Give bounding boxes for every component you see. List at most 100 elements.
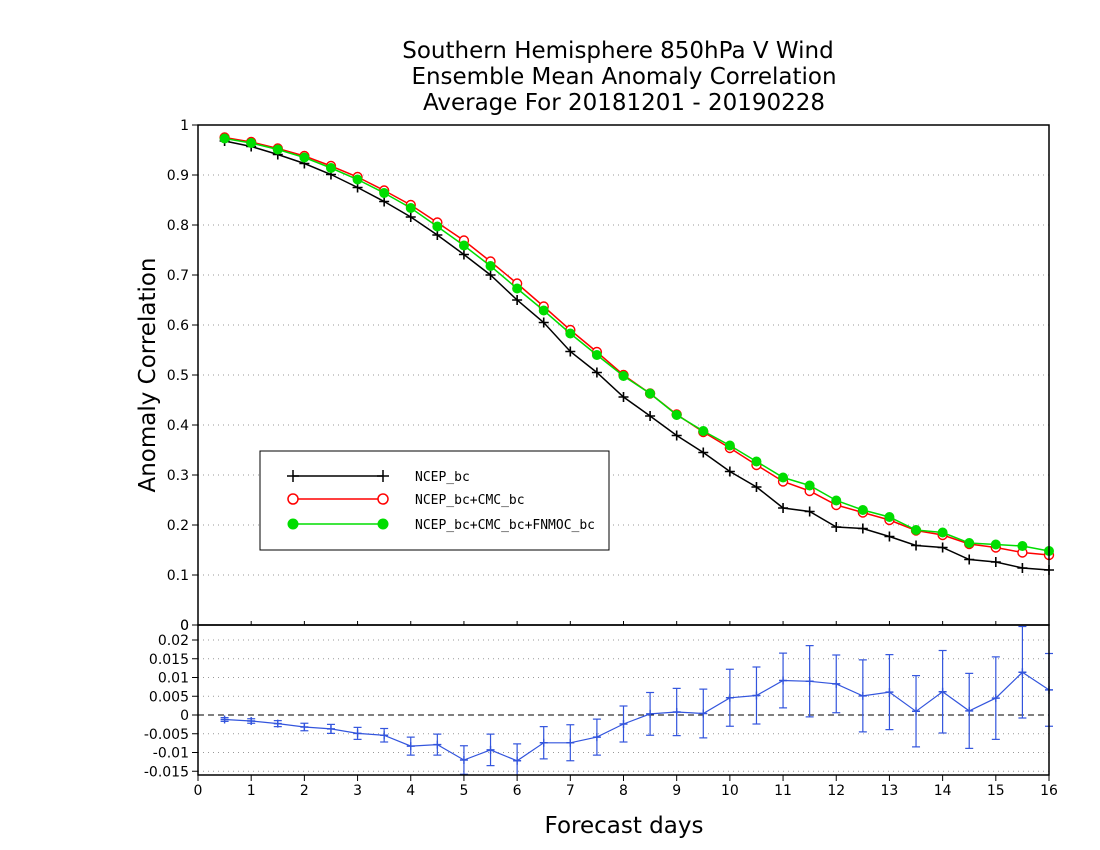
y-tick-label: 0.02 [158,633,189,649]
y-tick-label: 0.1 [167,568,189,584]
legend-marker-open-circle [377,493,389,505]
filled-circle-marker [405,203,416,213]
y-axis-label: Anomaly Correlation [135,257,161,492]
plus-marker [857,523,868,534]
plus-marker [566,738,575,747]
plus-marker [406,742,415,751]
y-tick-label: 0.005 [149,689,189,705]
y-tick-label: 0.015 [149,652,189,668]
x-tick-label: 6 [513,783,522,799]
plus-marker [433,740,442,749]
plus-marker [778,503,789,513]
x-tick-label: 7 [566,783,575,799]
x-tick-label: 1 [247,783,256,799]
filled-circle-marker [911,525,922,535]
filled-circle-marker [458,240,469,251]
plus-marker [779,676,788,685]
filled-circle-marker [778,472,789,483]
filled-circle-marker [299,152,310,163]
y-tick-label: 0.3 [167,468,189,484]
title-line-2: Ensemble Mean Anomaly Correlation [411,64,836,90]
plus-marker [591,367,602,378]
difference-line [224,671,1050,762]
title-line-1: Southern Hemisphere 850hPa V Wind [402,38,833,64]
plus-marker [618,392,629,402]
legend-marker-plus [287,470,389,482]
plus-marker [964,554,975,565]
plus-marker [379,196,390,207]
plus-marker [1017,563,1028,573]
plus-marker [990,557,1001,567]
filled-circle-marker [512,283,523,294]
plus-marker [832,679,841,688]
legend-item-ncep-cmc-fnmoc: NCEP_bc+CMC_bc+FNMOC_bc [287,518,595,533]
plus-marker [485,270,496,280]
plus-marker [1018,668,1027,677]
plus-marker [353,729,362,738]
plus-marker [247,717,256,725]
plus-marker [513,756,522,765]
x-tick-label: 3 [353,783,362,799]
filled-circle-marker [352,174,363,185]
plus-marker [937,542,948,553]
x-tick-label: 12 [827,783,845,799]
legend-marker-open-circle [287,493,299,505]
legend-marker-filled-circle [377,518,389,530]
legend-box [259,450,610,551]
legend: NCEP_bc NCEP_bc+CMC_bc NCEP_bc+CMC_bc+FN… [259,450,610,551]
x-tick-label: 2 [300,783,309,799]
y-tick-label: 0.4 [167,418,189,434]
filled-circle-marker [379,188,390,198]
filled-circle-marker [565,328,576,339]
legend-marker-filled-circle [287,518,299,530]
x-tick-label: 9 [672,783,681,799]
legend-item-ncep: NCEP_bc [287,470,470,485]
plus-marker [725,693,734,702]
y-tick-label: 0.01 [158,671,189,687]
y-tick-label: -0.015 [144,764,189,780]
y-tick-label: 0.2 [167,518,189,534]
x-tick-label: 11 [774,783,792,799]
plus-marker [805,677,814,686]
plus-marker [539,738,548,747]
plus-marker [300,723,309,731]
filled-circle-marker [990,539,1001,550]
filled-circle-marker [591,350,602,360]
y-tick-label: 0.5 [167,368,189,384]
plus-marker [646,709,655,718]
y-tick-label: 0 [180,618,189,634]
plus-marker [672,708,681,716]
x-tick-label: 13 [881,783,899,799]
series-line-1 [224,140,1050,571]
filled-circle-marker [538,305,549,316]
filled-circle-marker [272,144,283,155]
filled-circle-marker [485,261,496,271]
x-tick-label: 0 [194,783,203,799]
filled-circle-marker [751,456,762,467]
plus-marker [698,447,709,458]
title-line-3: Average For 20181201 - 20190228 [423,90,825,116]
legend-label-ncep-cmc: NCEP_bc+CMC_bc [415,493,525,508]
plus-marker [326,724,335,733]
x-tick-label: 8 [619,783,628,799]
y-tick-label: 0.9 [167,168,189,184]
y-tick-label: 0.7 [167,268,189,284]
x-tick-label: 10 [721,783,739,799]
legend-item-ncep-cmc: NCEP_bc+CMC_bc [287,493,525,508]
filled-circle-marker [964,538,975,548]
plus-marker [885,688,894,697]
y-tick-label: 0 [180,708,189,724]
plus-marker [220,715,229,724]
filled-circle-marker [671,410,682,420]
top-panel-y-ticks: 0 0.1 0.2 0.3 0.4 0.5 0.6 0.7 0.8 0.9 1 [167,118,198,634]
x-tick-label: 5 [459,783,468,799]
legend-label-ncep: NCEP_bc [415,470,470,485]
filled-circle-marker [219,133,230,144]
plus-marker [458,249,469,260]
plus-marker [512,295,523,305]
plus-marker [405,212,416,222]
y-tick-label: 0.8 [167,218,189,234]
filled-circle-marker [857,505,868,515]
